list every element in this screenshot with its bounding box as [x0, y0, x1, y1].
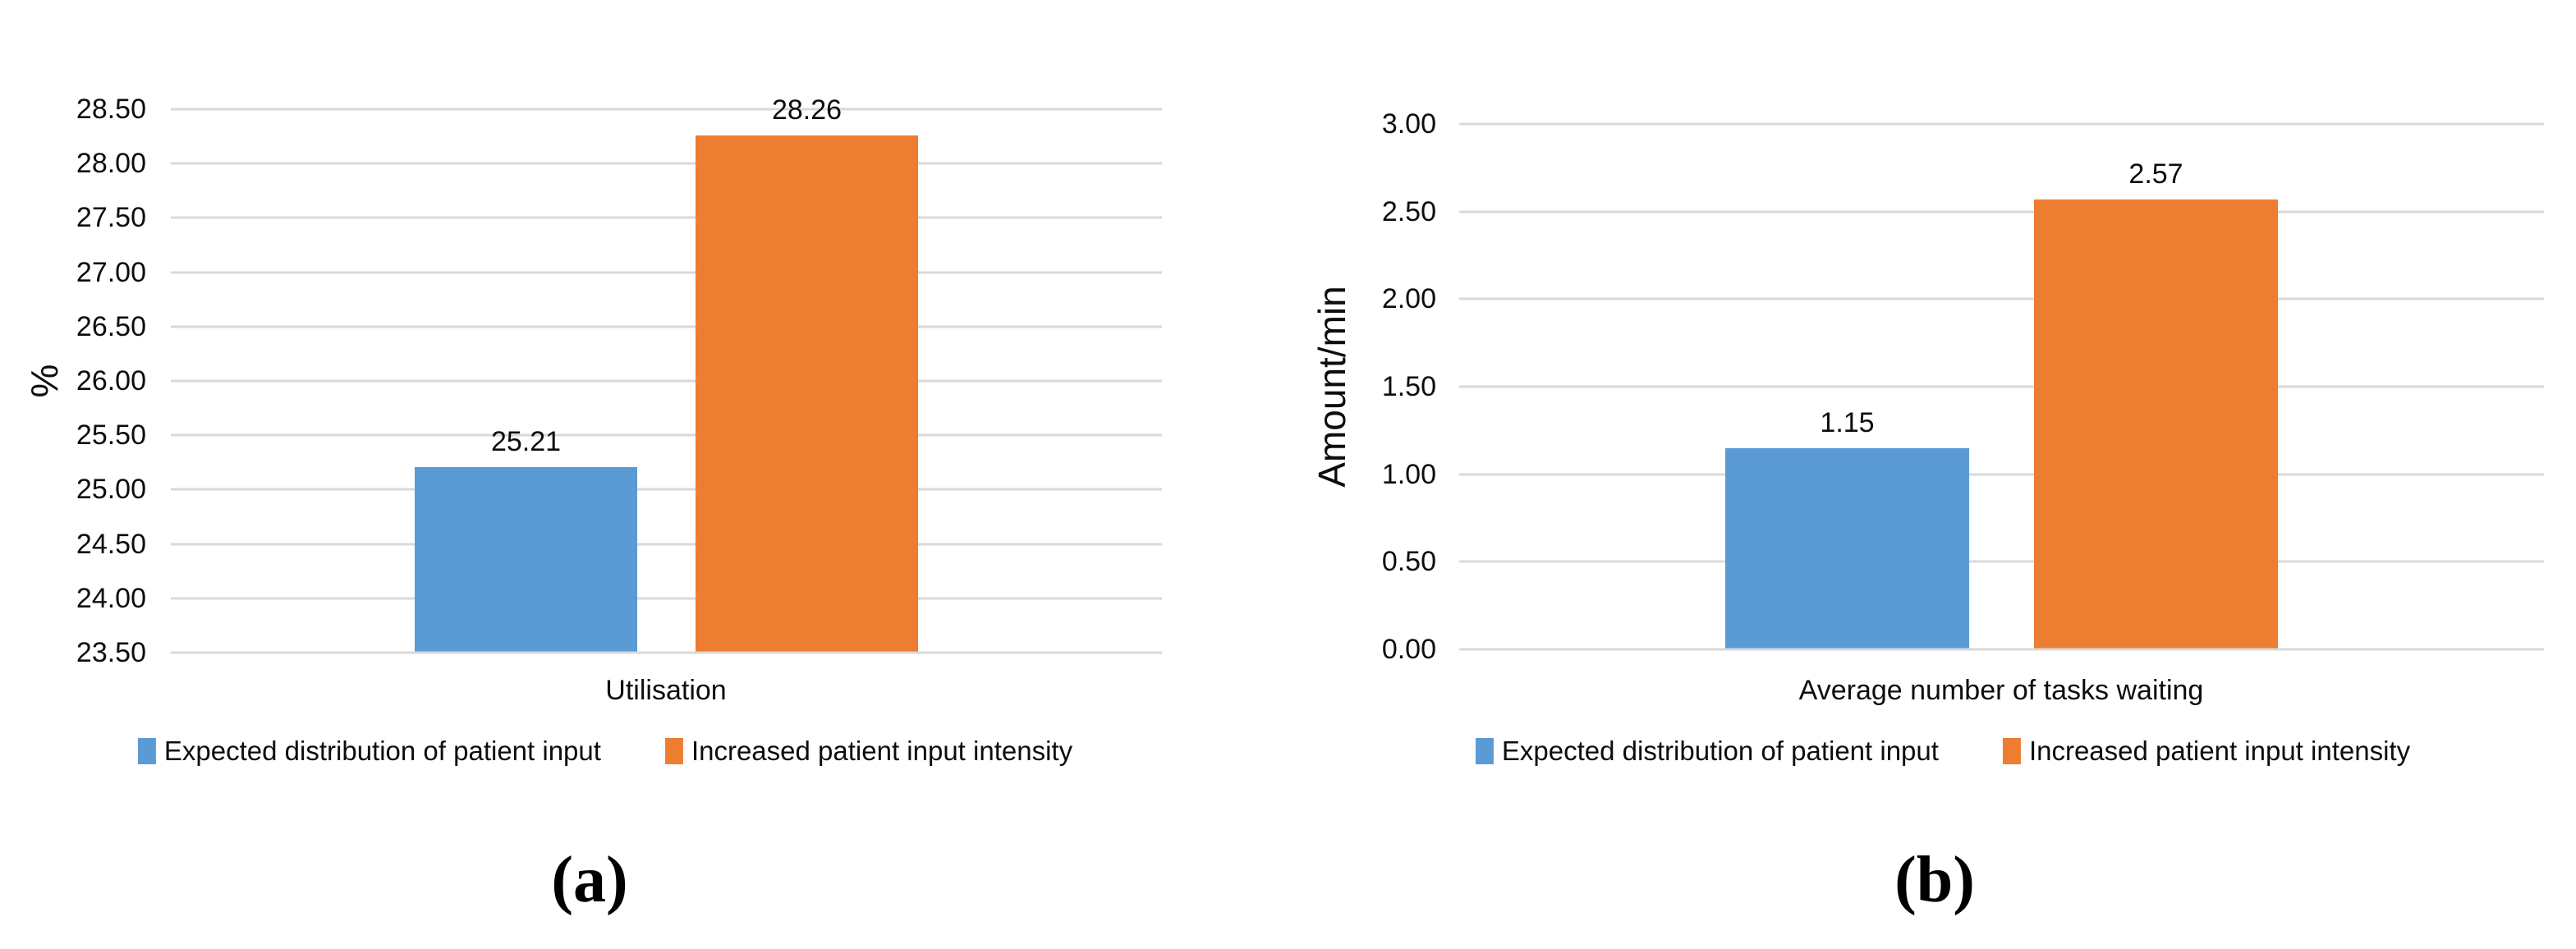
- legend-label: Increased patient input intensity: [691, 736, 1073, 766]
- y-tick-label: 27.00: [76, 256, 146, 288]
- gridline: [171, 543, 1162, 546]
- legend-swatch-orange-icon: [2002, 737, 2021, 764]
- gridline: [171, 162, 1162, 165]
- y-axis-tick-labels: 28.50 28.00 27.50 27.00 26.50 26.00 25.50 25.00…: [0, 95, 146, 667]
- legend-item-expected-distribution: Expected distribution of patient input: [137, 736, 601, 766]
- x-axis-category-label: Average number of tasks waiting: [1798, 675, 2204, 706]
- legend: Expected distribution of patient input I…: [137, 736, 1073, 766]
- data-label: 28.26: [771, 94, 843, 126]
- gridline: [171, 271, 1162, 274]
- data-label: 2.57: [2128, 158, 2183, 190]
- bars: 25.21 28.26: [171, 96, 1162, 653]
- y-tick-label: 28.00: [76, 148, 146, 180]
- gridline: [1459, 297, 2544, 300]
- y-tick-label: 23.50: [76, 637, 146, 668]
- gridline: [1459, 210, 2544, 213]
- gridline: [171, 597, 1162, 600]
- legend-item-increased-intensity: Increased patient input intensity: [664, 736, 1073, 766]
- gridline: [171, 379, 1162, 383]
- y-tick-label: 25.00: [76, 474, 146, 506]
- gridline: [171, 108, 1162, 111]
- bar-expected-distribution: 25.21: [415, 428, 637, 653]
- legend-swatch-blue-icon: [1475, 737, 1494, 764]
- y-tick-label: 3.00: [1381, 108, 1436, 140]
- subfigure-caption-a: (a): [551, 844, 628, 916]
- gridline: [171, 325, 1162, 328]
- bar-increased-intensity: 2.57: [2034, 160, 2278, 649]
- gridline: [1459, 385, 2544, 388]
- panel-b: Amount/min 3.00 2.50 2.00 1.50 1.00 0.50 0.00 …: [1288, 0, 2576, 949]
- x-axis-category-label: Utilisation: [605, 675, 727, 706]
- gridline: [171, 433, 1162, 437]
- data-label: 1.15: [1820, 406, 1875, 438]
- y-tick-label: 1.50: [1381, 371, 1436, 402]
- plot-area: 25.21 28.26: [171, 96, 1162, 654]
- y-tick-label: 24.50: [76, 528, 146, 560]
- bar-increased-intensity: 28.26: [696, 96, 918, 653]
- gridline: [1459, 122, 2544, 126]
- panel-a: % 28.50 28.00 27.50 27.00 26.50 26.00 25.50 25.…: [0, 95, 1162, 916]
- y-tick-label: 26.00: [76, 365, 146, 397]
- y-tick-label: 0.50: [1381, 546, 1436, 578]
- y-tick-label: 24.00: [76, 582, 146, 614]
- y-tick-label: 26.50: [76, 310, 146, 342]
- legend-label: Expected distribution of patient input: [163, 736, 601, 766]
- data-label: 25.21: [490, 425, 562, 457]
- legend: Expected distribution of patient input I…: [1475, 736, 2411, 766]
- legend-label: Expected distribution of patient input: [1501, 736, 1939, 766]
- gridline: [171, 651, 1162, 654]
- bars: 1.15 2.57: [1459, 124, 2544, 649]
- legend-item-increased-intensity: Increased patient input intensity: [2002, 736, 2411, 766]
- y-tick-label: 28.50: [76, 94, 146, 125]
- gridline: [171, 488, 1162, 491]
- y-tick-label: 0.00: [1381, 634, 1436, 665]
- y-tick-label: 25.50: [76, 419, 146, 452]
- y-tick-label: 2.50: [1381, 195, 1436, 227]
- subfigure-caption-b: (b): [1894, 844, 1975, 916]
- legend-label: Increased patient input intensity: [2028, 736, 2411, 766]
- gridline: [1459, 648, 2544, 651]
- legend-item-expected-distribution: Expected distribution of patient input: [1475, 736, 1939, 766]
- legend-swatch-orange-icon: [664, 737, 683, 764]
- y-axis-tick-labels: 3.00 2.50 2.00 1.50 1.00 0.50 0.00: [1288, 110, 1436, 663]
- bar-expected-distribution: 1.15: [1725, 409, 1969, 649]
- legend-swatch-blue-icon: [137, 737, 156, 764]
- gridline: [1459, 560, 2544, 563]
- plot-area: 1.15 2.57: [1459, 122, 2544, 651]
- y-tick-label: 2.00: [1381, 283, 1436, 315]
- y-tick-label: 27.50: [76, 202, 146, 234]
- y-tick-label: 1.00: [1381, 458, 1436, 490]
- gridline: [171, 216, 1162, 219]
- gridline: [1459, 473, 2544, 476]
